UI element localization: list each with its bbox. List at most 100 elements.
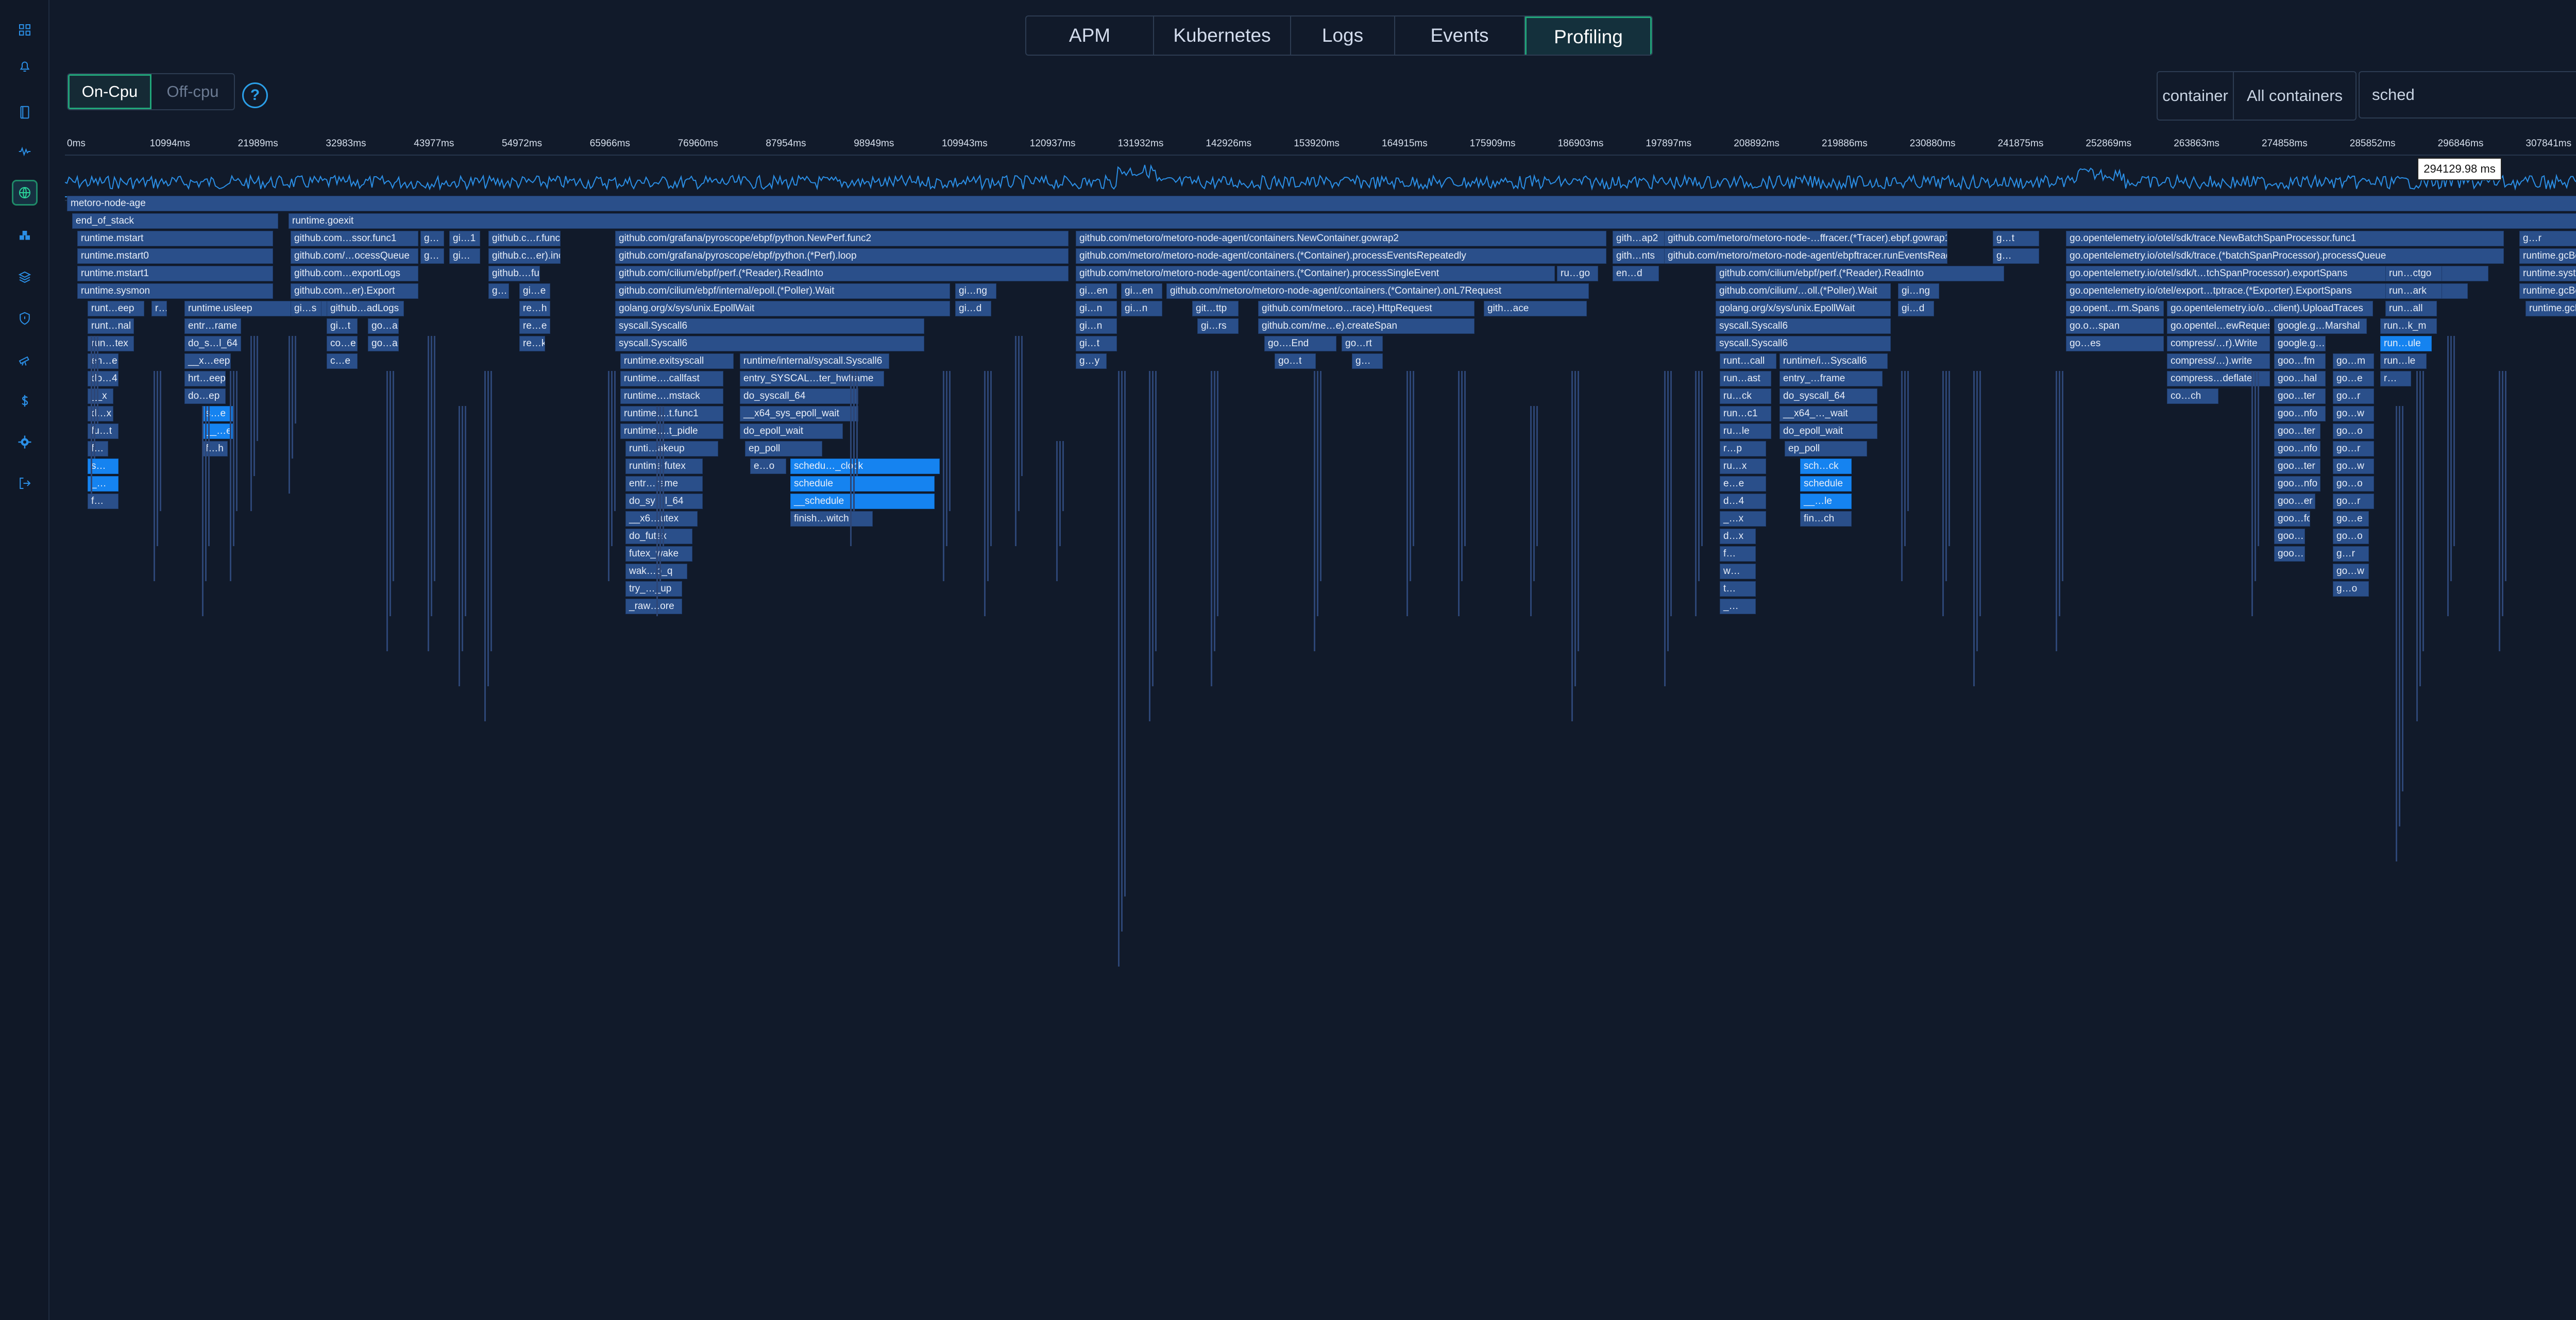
gear-icon[interactable] bbox=[13, 431, 36, 453]
flame-frame[interactable]: runtime/internal/syscall.Syscall6 bbox=[740, 353, 889, 369]
flame-frame[interactable]: github.com/metoro/metoro-node-agent/ebpf… bbox=[1664, 248, 1947, 264]
flame-frame[interactable]: run…tex bbox=[88, 336, 134, 351]
flame-frame[interactable]: g…y bbox=[1076, 353, 1107, 369]
flame-frame[interactable]: gi…n bbox=[1121, 301, 1162, 316]
flame-frame[interactable]: runtime….t_pidle bbox=[620, 424, 723, 439]
flame-frame[interactable]: gi…d bbox=[955, 301, 991, 316]
flame-frame[interactable]: syscall.Syscall6 bbox=[615, 336, 924, 351]
flame-frame[interactable]: entr…rame bbox=[625, 476, 703, 492]
flame-frame[interactable]: gi…d bbox=[1898, 301, 1934, 316]
flame-frame[interactable]: runtime.mstart1 bbox=[77, 266, 273, 281]
flame-frame[interactable]: _raw…ore bbox=[625, 599, 682, 614]
flame-frame[interactable]: runtime/i…Syscall6 bbox=[1780, 353, 1888, 369]
flame-frame[interactable]: end_of_stack bbox=[72, 213, 278, 229]
flame-frame[interactable]: do_epoll_wait bbox=[740, 424, 843, 439]
flame-frame[interactable]: go…o bbox=[2333, 476, 2374, 492]
flame-frame[interactable]: re…h bbox=[519, 301, 550, 316]
flame-frame[interactable]: go…w bbox=[2333, 406, 2374, 421]
flame-frame[interactable]: ep_poll bbox=[745, 441, 822, 456]
flame-frame[interactable]: f… bbox=[1720, 546, 1756, 562]
dollar-icon[interactable] bbox=[13, 390, 36, 412]
flame-frame[interactable]: github.com…exportLogs bbox=[291, 266, 418, 281]
flame-frame[interactable]: github.c…r.func2 bbox=[488, 231, 561, 246]
flame-frame[interactable]: syscall.Syscall6 bbox=[615, 318, 924, 334]
off-cpu-button[interactable]: Off-cpu bbox=[166, 82, 219, 100]
flame-frame[interactable]: google.g…marshal bbox=[2274, 336, 2326, 351]
flame-frame[interactable]: c…e bbox=[327, 353, 358, 369]
flame-frame[interactable]: f… bbox=[88, 494, 118, 509]
flame-frame[interactable]: runtime….t.func1 bbox=[620, 406, 723, 421]
flame-frame[interactable]: runtime.goexit bbox=[289, 213, 2576, 229]
flame-frame[interactable]: github.c…er).inc bbox=[488, 248, 561, 264]
tab-events[interactable]: Events bbox=[1395, 16, 1525, 55]
flame-frame[interactable]: go…es bbox=[2066, 336, 2164, 351]
flame-frame[interactable]: gi…ng bbox=[1898, 283, 1939, 299]
flame-frame[interactable]: gi… bbox=[449, 248, 480, 264]
shield-icon[interactable] bbox=[13, 307, 36, 330]
flame-frame[interactable]: runtime.sysmon bbox=[77, 283, 273, 299]
globe-icon[interactable] bbox=[12, 180, 38, 206]
flame-frame[interactable]: fin…ch bbox=[1800, 511, 1852, 527]
flame-frame[interactable]: gi…n bbox=[1076, 318, 1117, 334]
flame-frame[interactable]: go…t bbox=[1275, 353, 1316, 369]
flame-frame[interactable]: __x…eep bbox=[184, 353, 231, 369]
flame-frame[interactable]: github.com/metoro/metoro-node-agent/cont… bbox=[1076, 248, 1606, 264]
flame-frame[interactable]: runtime.mstart bbox=[77, 231, 273, 246]
flame-frame[interactable]: golang.org/x/sys/unix.EpollWait bbox=[1716, 301, 1891, 316]
flame-frame[interactable]: runtime.gcBg…orker.func2 bbox=[2519, 283, 2576, 299]
flame-frame[interactable]: schedule bbox=[1800, 476, 1852, 492]
flame-frame[interactable]: do_syscall_64 bbox=[740, 388, 858, 404]
flame-frame[interactable]: github.com…er).Export bbox=[291, 283, 418, 299]
flame-frame[interactable]: do…ep bbox=[184, 388, 226, 404]
flame-frame[interactable]: d…x bbox=[1720, 529, 1756, 544]
flame-frame[interactable]: runtime.systemstack bbox=[2519, 266, 2576, 281]
flame-frame[interactable]: gi…ng bbox=[955, 283, 996, 299]
flame-frame[interactable]: do_s…l_64 bbox=[184, 336, 241, 351]
flame-frame[interactable]: gi…s bbox=[291, 301, 321, 316]
flame-frame[interactable]: go…m bbox=[2333, 353, 2374, 369]
flame-frame[interactable]: en…d bbox=[1613, 266, 1659, 281]
flame-frame[interactable]: goo…fm bbox=[2274, 353, 2326, 369]
flame-frame[interactable]: gi…en bbox=[1121, 283, 1162, 299]
flame-frame[interactable]: compress/…).write bbox=[2167, 353, 2270, 369]
flame-frame[interactable]: goo… bbox=[2274, 546, 2305, 562]
flame-frame[interactable]: syscall.Syscall6 bbox=[1716, 318, 1891, 334]
flame-frame[interactable]: g…t bbox=[1993, 231, 2039, 246]
flame-frame[interactable]: hrt…eep bbox=[184, 371, 226, 386]
flame-frame[interactable]: run…ast bbox=[1720, 371, 1771, 386]
flame-frame[interactable]: goo…hal bbox=[2274, 371, 2326, 386]
flame-frame[interactable]: github.com…ssor.func1 bbox=[291, 231, 418, 246]
flame-frame[interactable]: ru…le bbox=[1720, 424, 1771, 439]
book-icon[interactable] bbox=[13, 101, 36, 124]
flame-frame[interactable]: github.com/metoro/metoro-node-…ffracer.(… bbox=[1664, 231, 1947, 246]
flame-frame[interactable]: git…ttp bbox=[1192, 301, 1239, 316]
flame-frame[interactable]: github.com/…ocessQueue bbox=[291, 248, 418, 264]
flame-frame[interactable]: ru…ck bbox=[1720, 388, 1771, 404]
flame-frame[interactable]: __x64_…_wait bbox=[1780, 406, 1877, 421]
flame-frame[interactable]: runt…call bbox=[1720, 353, 1776, 369]
flame-frame[interactable]: w… bbox=[1720, 564, 1756, 579]
flame-frame[interactable]: runtime.gcBgMarkWorker bbox=[2519, 248, 2576, 264]
layers-icon[interactable] bbox=[13, 266, 36, 289]
flame-frame[interactable]: ru…x bbox=[1720, 459, 1766, 474]
flame-frame[interactable]: go…o bbox=[2333, 529, 2369, 544]
flame-frame[interactable]: __…e bbox=[202, 424, 233, 439]
flame-frame[interactable]: runtime.futex bbox=[625, 459, 703, 474]
grid-icon[interactable] bbox=[13, 19, 36, 41]
flame-frame[interactable]: futex_wake bbox=[625, 546, 692, 562]
flame-frame[interactable]: goo…nfo bbox=[2274, 476, 2320, 492]
flame-frame[interactable]: do_sy…l_64 bbox=[625, 494, 703, 509]
flame-frame[interactable]: d…4 bbox=[1720, 494, 1766, 509]
flame-frame[interactable]: e…e bbox=[1720, 476, 1766, 492]
flame-frame[interactable]: github.com/cilium/…oll.(*Poller).Wait bbox=[1716, 283, 1891, 299]
flame-frame[interactable]: gi…t bbox=[327, 318, 358, 334]
flame-frame[interactable]: g… bbox=[488, 283, 509, 299]
flame-frame[interactable]: _… bbox=[1720, 599, 1756, 614]
flame-frame[interactable]: goo…er bbox=[2274, 494, 2315, 509]
flame-frame[interactable]: go…al bbox=[368, 336, 399, 351]
flame-frame[interactable]: s…e bbox=[202, 406, 233, 421]
flame-frame[interactable]: g… bbox=[1352, 353, 1383, 369]
flame-frame[interactable]: en…e bbox=[88, 353, 118, 369]
flame-frame[interactable]: gi…1 bbox=[449, 231, 480, 246]
flame-frame[interactable]: github.com/metoro/metoro-node-agent/cont… bbox=[1076, 231, 1606, 246]
